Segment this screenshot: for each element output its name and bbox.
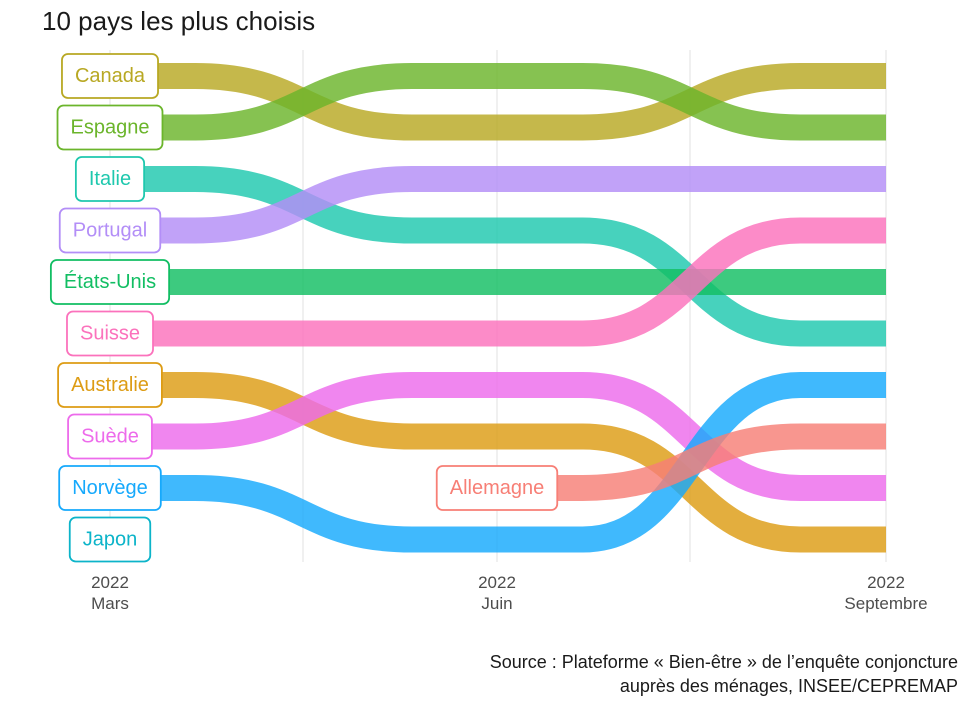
label-text: États-Unis [64, 270, 156, 293]
label-box [58, 465, 162, 511]
label-text: Italie [89, 168, 131, 190]
ribbon-canada [110, 63, 886, 141]
x-tick-month: Juin [481, 594, 512, 613]
label-suisse: Suisse [66, 310, 154, 357]
label-text: Suède [81, 426, 139, 448]
source-note: Source : Plateforme « Bien-être » de l’e… [490, 650, 958, 698]
label-canada: Canada [61, 53, 159, 99]
ribbon-italie [110, 166, 886, 347]
label-italie: Italie [74, 156, 146, 202]
label-portugal: Portugal [58, 207, 162, 254]
chart-title: 10 pays les plus choisis [42, 6, 316, 36]
label-box [68, 516, 152, 563]
label-text: Portugal [73, 220, 148, 242]
label-text: Suisse [80, 323, 140, 345]
label-box [57, 362, 163, 408]
ribbons [110, 63, 886, 553]
source-line-1: Source : Plateforme « Bien-être » de l’e… [489, 652, 958, 672]
source-line-2: auprès des ménages, INSEE/CEPREMAP [619, 676, 958, 696]
label-box [56, 104, 164, 151]
x-tick-month: Mars [91, 594, 129, 613]
ribbon-espagne [110, 63, 886, 141]
label-text: Japon [83, 529, 138, 551]
ribbon-suisse [110, 217, 886, 347]
label-text: Allemagne [450, 477, 545, 499]
label--tats-unis: États-Unis [49, 259, 171, 305]
ribbon-portugal [110, 166, 886, 244]
label-box [435, 465, 559, 511]
label-australie: Australie [57, 362, 163, 408]
ribbon-allemagne [497, 423, 886, 501]
country-labels: Canada Espagne Italie Portugal États-Unis Sui… [49, 53, 559, 563]
label-box [49, 259, 171, 305]
label-box [74, 156, 146, 202]
ribbon-su-de [110, 372, 886, 501]
x-tick-year: 2022 [867, 573, 905, 592]
x-tick-year: 2022 [478, 573, 516, 592]
x-tick-month: Septembre [844, 594, 927, 613]
label-espagne: Espagne [56, 104, 164, 151]
x-axis: 2022 Mars 2022 Juin 2022 Septembre [91, 573, 928, 613]
label-box [66, 310, 154, 357]
label-allemagne: Allemagne [435, 465, 559, 511]
ribbon-norv-ge [110, 372, 886, 553]
x-tick-year: 2022 [91, 573, 129, 592]
label-text: Canada [75, 65, 146, 87]
label-su-de: Suède [67, 413, 153, 460]
label-text: Australie [71, 374, 149, 396]
label-box [61, 53, 159, 99]
label-text: Espagne [71, 117, 150, 139]
label-norv-ge: Norvège [58, 465, 162, 511]
label-japon: Japon [68, 516, 152, 563]
label-text: Norvège [72, 477, 148, 499]
label-box [67, 413, 153, 460]
ribbon-australie [110, 372, 886, 553]
label-box [58, 207, 162, 254]
